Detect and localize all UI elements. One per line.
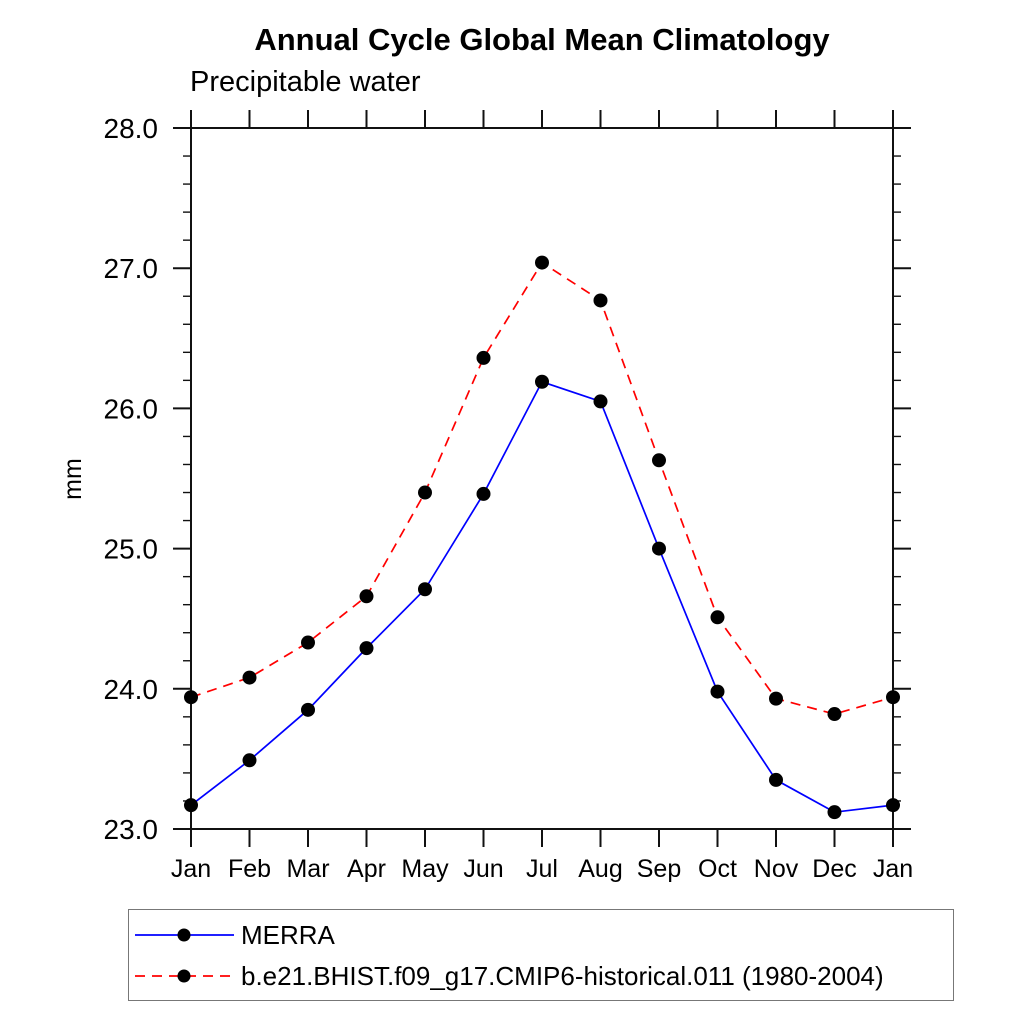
- data-point-model: [710, 610, 725, 625]
- x-tick-label: Mar: [286, 855, 329, 883]
- x-tick-label: Oct: [698, 855, 737, 883]
- data-point-merra: [593, 394, 608, 409]
- chart-subtitle: Precipitable water: [190, 66, 421, 98]
- data-point-model: [886, 690, 900, 705]
- legend: MERRA b.e21.BHIST.f09_g17.CMIP6-historic…: [128, 909, 954, 1001]
- data-point-model: [418, 485, 432, 500]
- data-point-model: [652, 453, 666, 468]
- x-tick-label: Jan: [873, 855, 913, 883]
- x-tick-label: Jan: [171, 855, 211, 883]
- legend-item-model: b.e21.BHIST.f09_g17.CMIP6-historical.011…: [133, 960, 884, 991]
- x-tick-label: Jun: [463, 855, 503, 883]
- data-point-merra: [652, 541, 666, 556]
- x-tick-label: Sep: [637, 855, 681, 883]
- y-tick-label: 28.0: [104, 113, 159, 144]
- legend-marker: [177, 928, 191, 942]
- data-point-merra: [710, 684, 725, 699]
- y-tick-label: 24.0: [104, 674, 159, 705]
- data-point-merra: [301, 702, 315, 717]
- x-tick-label: Apr: [347, 855, 386, 883]
- chart-title: Annual Cycle Global Mean Climatology: [254, 22, 830, 57]
- x-tick-label: Feb: [228, 855, 271, 883]
- x-tick-label: Dec: [812, 855, 856, 883]
- data-point-model: [535, 255, 549, 270]
- data-point-model: [593, 293, 608, 308]
- data-point-merra: [886, 798, 900, 813]
- legend-line-sample-merra: [135, 928, 234, 942]
- x-tick-label: Nov: [754, 855, 799, 883]
- data-point-merra: [476, 486, 491, 501]
- data-point-model: [476, 350, 491, 365]
- legend-label-model: b.e21.BHIST.f09_g17.CMIP6-historical.011…: [241, 960, 884, 991]
- data-point-model: [827, 707, 842, 722]
- data-point-model: [242, 670, 257, 685]
- legend-label-merra: MERRA: [241, 919, 335, 950]
- data-point-merra: [359, 641, 374, 656]
- data-point-model: [184, 690, 198, 705]
- legend-item-merra: MERRA: [133, 919, 335, 950]
- data-point-merra: [827, 805, 842, 820]
- x-tick-label: Jul: [526, 855, 558, 883]
- data-point-model: [769, 691, 783, 706]
- y-tick-label: 26.0: [104, 393, 159, 424]
- data-point-model: [301, 635, 315, 650]
- legend-line-sample-model: [135, 969, 234, 983]
- data-point-merra: [769, 772, 783, 787]
- x-tick-label: Aug: [578, 855, 622, 883]
- series-line-model: [190, 261, 894, 715]
- y-tick-label: 27.0: [104, 253, 159, 284]
- data-point-merra: [535, 374, 549, 389]
- y-tick-label: 25.0: [104, 534, 159, 565]
- y-tick-label: 23.0: [104, 814, 159, 845]
- series-line-merra: [190, 380, 894, 814]
- data-point-merra: [418, 582, 432, 597]
- data-point-merra: [242, 753, 257, 768]
- data-point-merra: [184, 798, 198, 813]
- plot-frame: [190, 127, 894, 830]
- legend-marker: [177, 969, 191, 983]
- data-point-model: [359, 589, 374, 604]
- x-tick-label: May: [401, 855, 449, 883]
